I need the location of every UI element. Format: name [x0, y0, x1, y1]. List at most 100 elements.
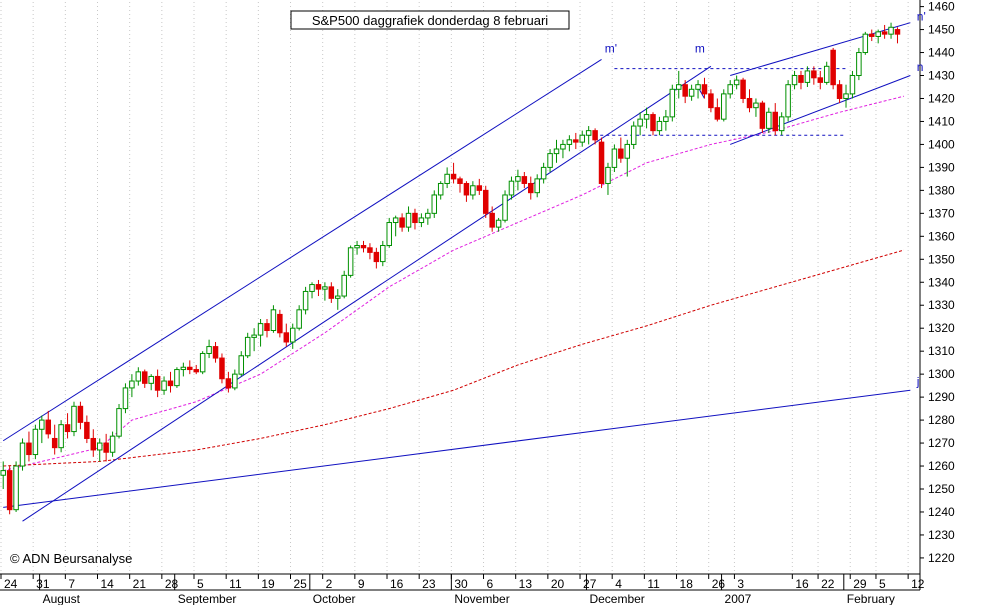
candle-body — [772, 111, 778, 132]
x-tick-label: 28 — [165, 577, 179, 591]
candle-body — [386, 222, 392, 247]
candle-body — [875, 31, 881, 37]
candle-body — [347, 247, 354, 276]
candle-body — [109, 435, 116, 453]
candle-body — [187, 366, 193, 371]
y-tick-label: 1330 — [928, 298, 955, 312]
y-tick-label: 1320 — [928, 321, 955, 335]
x-tick-label: 27 — [583, 577, 597, 591]
candle-body — [540, 166, 547, 180]
y-tick-label: 1350 — [928, 252, 955, 266]
candle-body — [688, 88, 695, 97]
candle-body — [868, 33, 875, 37]
candle-body — [714, 107, 721, 120]
candle-body — [206, 346, 212, 354]
candle-body — [84, 421, 90, 439]
x-tick-label: 6 — [487, 577, 494, 591]
candle-body — [174, 369, 180, 387]
candle-body — [77, 405, 84, 423]
candle-body — [167, 380, 174, 387]
candle-body — [778, 116, 785, 132]
candle-body — [161, 380, 167, 391]
candle-body — [650, 114, 656, 132]
candle-body — [643, 114, 650, 120]
candle-body — [618, 148, 624, 159]
candle-body — [888, 26, 894, 35]
x-tick-label: 7 — [68, 577, 75, 591]
candle-body — [830, 49, 836, 86]
candle-body — [148, 375, 154, 384]
candle-body — [367, 247, 373, 253]
trendline-label: j — [916, 375, 920, 389]
candle-body — [637, 118, 643, 127]
candle-body — [881, 31, 888, 35]
trendline-label: m — [695, 42, 705, 56]
x-tick-label: 9 — [358, 577, 365, 591]
candle-body — [322, 286, 328, 290]
trendline — [3, 389, 911, 508]
y-tick-label: 1380 — [928, 183, 955, 197]
candle-body — [759, 102, 766, 129]
x-tick-label: 4 — [615, 577, 622, 591]
candle-body — [212, 346, 219, 359]
candle-body — [257, 323, 264, 336]
candle-body — [817, 77, 824, 83]
candle-body — [695, 84, 701, 90]
candle-body — [418, 217, 425, 224]
candle-body — [328, 286, 335, 299]
x-tick-label: 16 — [795, 577, 809, 591]
candle-body — [746, 97, 753, 109]
trendline-label: n — [917, 60, 924, 74]
x-tick-label: 14 — [101, 577, 115, 591]
trendline — [22, 65, 712, 522]
candle-body — [560, 143, 566, 150]
y-tick-label: 1310 — [928, 344, 955, 358]
candle-body — [58, 424, 64, 449]
x-tick-label: 30 — [454, 577, 468, 591]
candle-body — [13, 465, 19, 511]
candle-body — [412, 212, 418, 224]
candle-body — [289, 327, 296, 343]
candle-body — [392, 217, 399, 224]
candle-body — [573, 139, 579, 143]
month-label: 2007 — [725, 592, 752, 605]
month-label: February — [847, 592, 895, 605]
candle-body — [51, 437, 58, 449]
candle-body — [669, 88, 676, 118]
candle-body — [605, 166, 611, 184]
candle-body — [836, 84, 843, 99]
y-tick-label: 1340 — [928, 275, 955, 289]
candle-body — [630, 125, 637, 145]
candle-body — [129, 380, 135, 389]
y-tick-label: 1430 — [928, 69, 955, 83]
candle-body — [624, 143, 631, 159]
candle-body — [740, 79, 746, 99]
candle-body — [180, 366, 187, 371]
trendlines — [2, 22, 911, 522]
candle-body — [663, 116, 669, 122]
candle-body — [733, 79, 740, 86]
candle-body — [0, 470, 6, 476]
candle-body — [811, 70, 817, 79]
y-tick-label: 1450 — [928, 23, 955, 37]
candle-body — [399, 217, 405, 228]
candle-body — [270, 309, 277, 331]
month-label: October — [313, 592, 356, 605]
candle-body — [116, 408, 122, 437]
candle-body — [849, 75, 856, 95]
candle-body — [675, 84, 682, 90]
chart-title: S&P500 daggrafiek donderdag 8 februari — [312, 13, 548, 28]
candle-body — [431, 194, 438, 214]
trendline-label: m' — [605, 42, 617, 56]
candle-body — [283, 332, 290, 343]
candle-body — [721, 93, 727, 120]
x-tick-label: 18 — [680, 577, 694, 591]
candle-body — [373, 251, 380, 263]
candle-body — [26, 442, 32, 456]
candle-body — [71, 405, 77, 433]
candle-body — [315, 284, 322, 290]
candle-body — [856, 52, 862, 77]
y-tick-label: 1370 — [928, 206, 955, 220]
candle-body — [482, 189, 489, 214]
